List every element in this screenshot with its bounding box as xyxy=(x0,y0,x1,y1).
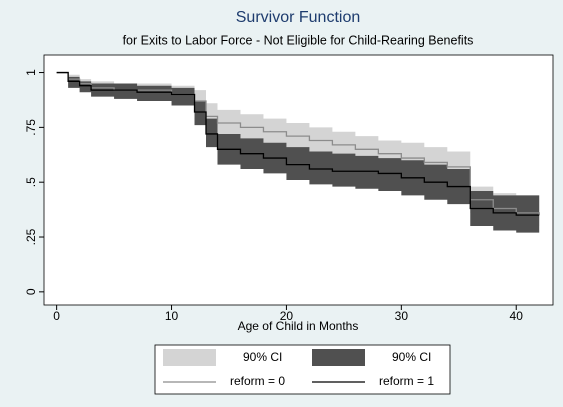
x-tick-label: 40 xyxy=(510,309,524,323)
legend-swatch xyxy=(312,349,365,366)
x-axis-label: Age of Child in Months xyxy=(238,319,359,333)
survivor-line xyxy=(56,71,540,216)
y-tick-label: 0 xyxy=(24,288,38,295)
x-tick-label: 10 xyxy=(165,309,179,323)
legend-label: 90% CI xyxy=(243,350,282,364)
legend xyxy=(154,344,451,395)
chart-subtitle: for Exits to Labor Force - Not Eligible … xyxy=(123,33,474,47)
legend-label: reform = 0 xyxy=(230,374,285,388)
legend-label: 90% CI xyxy=(392,350,431,364)
y-tick-label: 1 xyxy=(24,69,38,76)
y-tick-label: .75 xyxy=(24,119,38,136)
y-tick-label: .5 xyxy=(24,177,38,187)
legend-swatch xyxy=(163,349,216,366)
ci-band xyxy=(56,72,540,233)
legend-label: reform = 1 xyxy=(379,374,434,388)
x-tick-label: 20 xyxy=(280,309,294,323)
survivor-line xyxy=(56,71,540,216)
x-tick-label: 30 xyxy=(395,309,409,323)
y-tick-label: .25 xyxy=(24,228,38,245)
x-tick-label: 0 xyxy=(53,309,60,323)
chart-title: Survivor Function xyxy=(236,9,361,26)
